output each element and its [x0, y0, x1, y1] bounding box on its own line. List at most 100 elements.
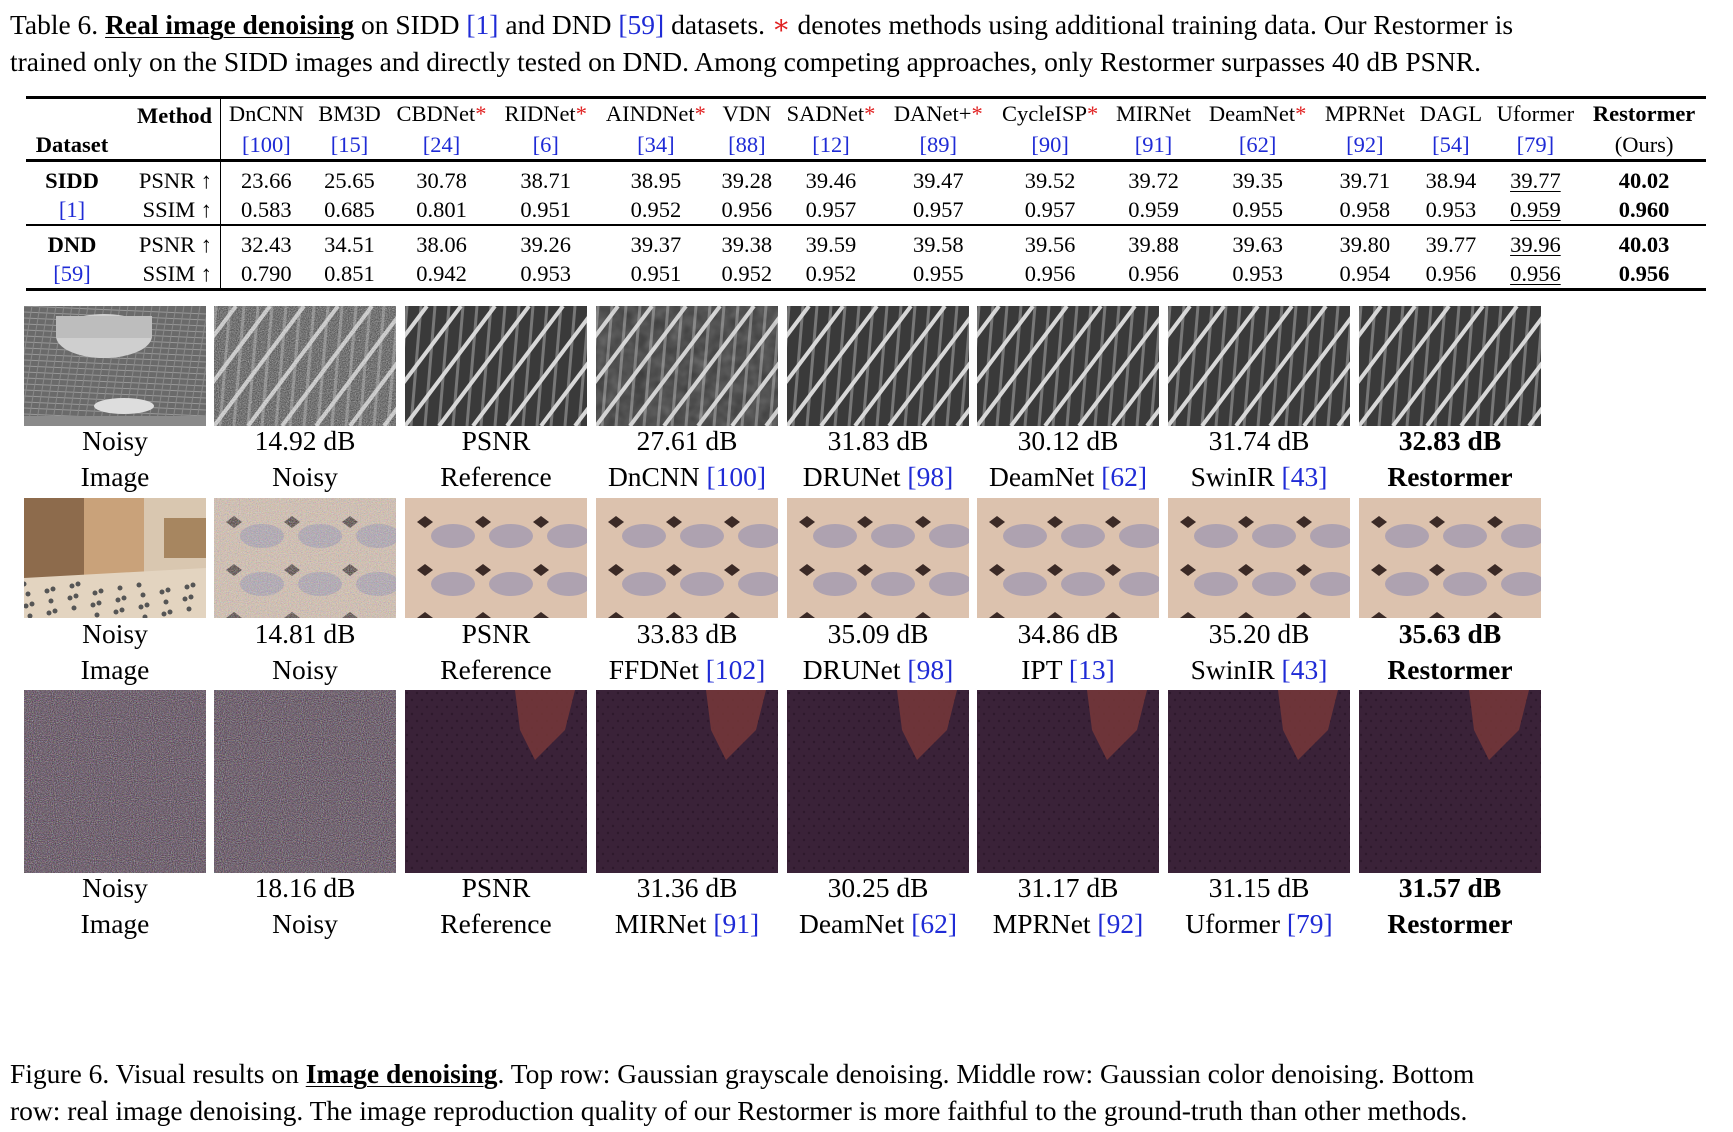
figure-image-tile — [1168, 306, 1350, 426]
metric-value: 32.43 — [241, 232, 292, 257]
figure-label-bottom: SwinIR [43] — [1153, 655, 1365, 685]
citation-link[interactable]: [79] — [1286, 908, 1333, 939]
figure-label-top: 31.74 dB — [1153, 426, 1365, 456]
figure-image-tile — [24, 498, 206, 618]
citation-link[interactable]: [98] — [907, 654, 954, 685]
method-name: BM3D — [318, 101, 381, 126]
figure-label-bottom: DRUNet [98] — [772, 462, 984, 492]
figure-label-bottom: DeamNet [62] — [962, 462, 1174, 492]
table-cell: 0.957 — [992, 195, 1108, 225]
method-header-bm3d: BM3D — [311, 96, 388, 130]
citation-link[interactable]: [43] — [1281, 654, 1328, 685]
psnr-value: 31.17 dB — [1017, 872, 1119, 903]
method-name: VDN — [722, 101, 772, 126]
method-ref-cell: [89] — [885, 130, 992, 161]
table-cell: 0.956 — [1582, 259, 1706, 291]
citation-link[interactable]: [79] — [1516, 132, 1555, 157]
citation-link[interactable]: [59] — [53, 261, 91, 286]
metric-value: 0.958 — [1339, 197, 1391, 222]
metric-value: 0.953 — [1425, 197, 1477, 222]
method-name: CycleISP — [1001, 101, 1087, 126]
metric-value: 0.685 — [324, 197, 375, 222]
citation-link[interactable]: [43] — [1281, 461, 1328, 492]
metric-value: 39.63 — [1232, 232, 1283, 257]
metric-value: 39.26 — [520, 232, 572, 257]
table-cell: 0.956 — [716, 195, 777, 225]
citation-link[interactable]: [88] — [728, 132, 766, 157]
table-caption-prefix: Table 6. — [10, 9, 99, 40]
citation-link[interactable]: [92] — [1097, 908, 1144, 939]
table-row: [59] SSIM ↑ 0.790 0.851 0.942 0.953 0.951 0.952… — [26, 259, 1706, 291]
figure-label-top: 14.81 dB — [199, 619, 411, 649]
figure-image-tile — [1359, 498, 1541, 618]
method-header-ridnet: RIDNet* — [495, 96, 596, 130]
method-name: DeamNet — [1208, 101, 1296, 126]
metric-cell: SSIM ↑ — [118, 195, 221, 225]
table-cell: 0.959 — [1108, 195, 1199, 225]
method-header-uformer: Uformer — [1488, 96, 1583, 130]
metric-value: 38.95 — [630, 168, 682, 193]
method-name: Noisy — [272, 461, 338, 492]
table-cell: 39.56 — [991, 224, 1109, 259]
citation-link[interactable]: [91] — [713, 908, 760, 939]
method-header-cycleisp: CycleISP* — [991, 96, 1109, 130]
table-caption-text: trained only on the SIDD images and dire… — [10, 46, 1482, 77]
psnr-value: Noisy — [82, 618, 148, 649]
method-name: CBDNet — [396, 101, 476, 126]
citation-link[interactable]: [62] — [911, 908, 958, 939]
metric-label: SSIM ↑ — [142, 197, 212, 222]
citation-link[interactable]: [1] — [58, 197, 86, 222]
psnr-value: 33.83 dB — [636, 618, 738, 649]
citation-link[interactable]: [100] — [706, 461, 767, 492]
metric-value: 39.80 — [1339, 232, 1391, 257]
citation-link[interactable]: [6] — [532, 132, 559, 157]
figure-label-top: 30.12 dB — [962, 426, 1174, 456]
table-cell: 0.790 — [220, 259, 312, 291]
method-ref-cell: [54] — [1413, 130, 1488, 161]
figure-label-top: 31.57 dB — [1344, 873, 1556, 903]
psnr-value: 31.57 dB — [1398, 872, 1502, 903]
table-caption-text: on SIDD — [360, 9, 460, 40]
table-cell: 39.38 — [716, 224, 778, 259]
method-header-dncnn: DnCNN — [220, 96, 312, 130]
header-method-cell: Method — [118, 96, 221, 130]
table-cell: 0.942 — [387, 259, 496, 291]
star-icon: * — [1086, 101, 1099, 126]
citation-link[interactable]: [34] — [637, 132, 675, 157]
method-name: DeamNet — [798, 908, 905, 939]
citation-link[interactable]: [12] — [812, 132, 850, 157]
figure-label-top: 32.83 dB — [1344, 426, 1556, 456]
star-icon: * — [1295, 101, 1307, 126]
figure-label-bottom: Restormer — [1344, 909, 1556, 939]
metric-value: 39.58 — [912, 232, 964, 257]
citation-link[interactable]: [102] — [705, 654, 766, 685]
citation-link[interactable]: [59] — [618, 9, 665, 40]
dataset-cell: [59] — [26, 259, 118, 291]
citation-link[interactable]: [89] — [919, 132, 958, 157]
citation-link[interactable]: [100] — [241, 132, 291, 157]
metric-value: 0.951 — [520, 197, 572, 222]
citation-link[interactable]: [62] — [1101, 461, 1148, 492]
citation-link[interactable]: [13] — [1068, 654, 1115, 685]
citation-link[interactable]: [92] — [1346, 132, 1384, 157]
citation-link[interactable]: [24] — [422, 132, 461, 157]
table-cell: 38.06 — [387, 224, 496, 259]
citation-link[interactable]: [54] — [1432, 132, 1470, 157]
figure-image-tile — [405, 498, 587, 618]
figure-image-tile — [596, 498, 778, 618]
citation-link[interactable]: [15] — [330, 132, 369, 157]
citation-link[interactable]: [98] — [907, 461, 954, 492]
metric-value: 0.957 — [1024, 197, 1076, 222]
star-icon: * — [475, 101, 487, 126]
method-name: SwinIR — [1190, 461, 1275, 492]
citation-link[interactable]: [62] — [1238, 132, 1277, 157]
figure-label-top: 33.83 dB — [581, 619, 793, 649]
citation-link[interactable]: [90] — [1031, 132, 1069, 157]
figure-label-bottom: Image — [9, 462, 221, 492]
dataset-cell: [1] — [26, 195, 118, 225]
citation-link[interactable]: [91] — [1134, 132, 1173, 157]
metric-value: 38.94 — [1425, 168, 1477, 193]
metric-value: 0.956 — [1618, 261, 1670, 286]
metric-value: 25.65 — [324, 168, 375, 193]
citation-link[interactable]: [1] — [466, 9, 499, 40]
